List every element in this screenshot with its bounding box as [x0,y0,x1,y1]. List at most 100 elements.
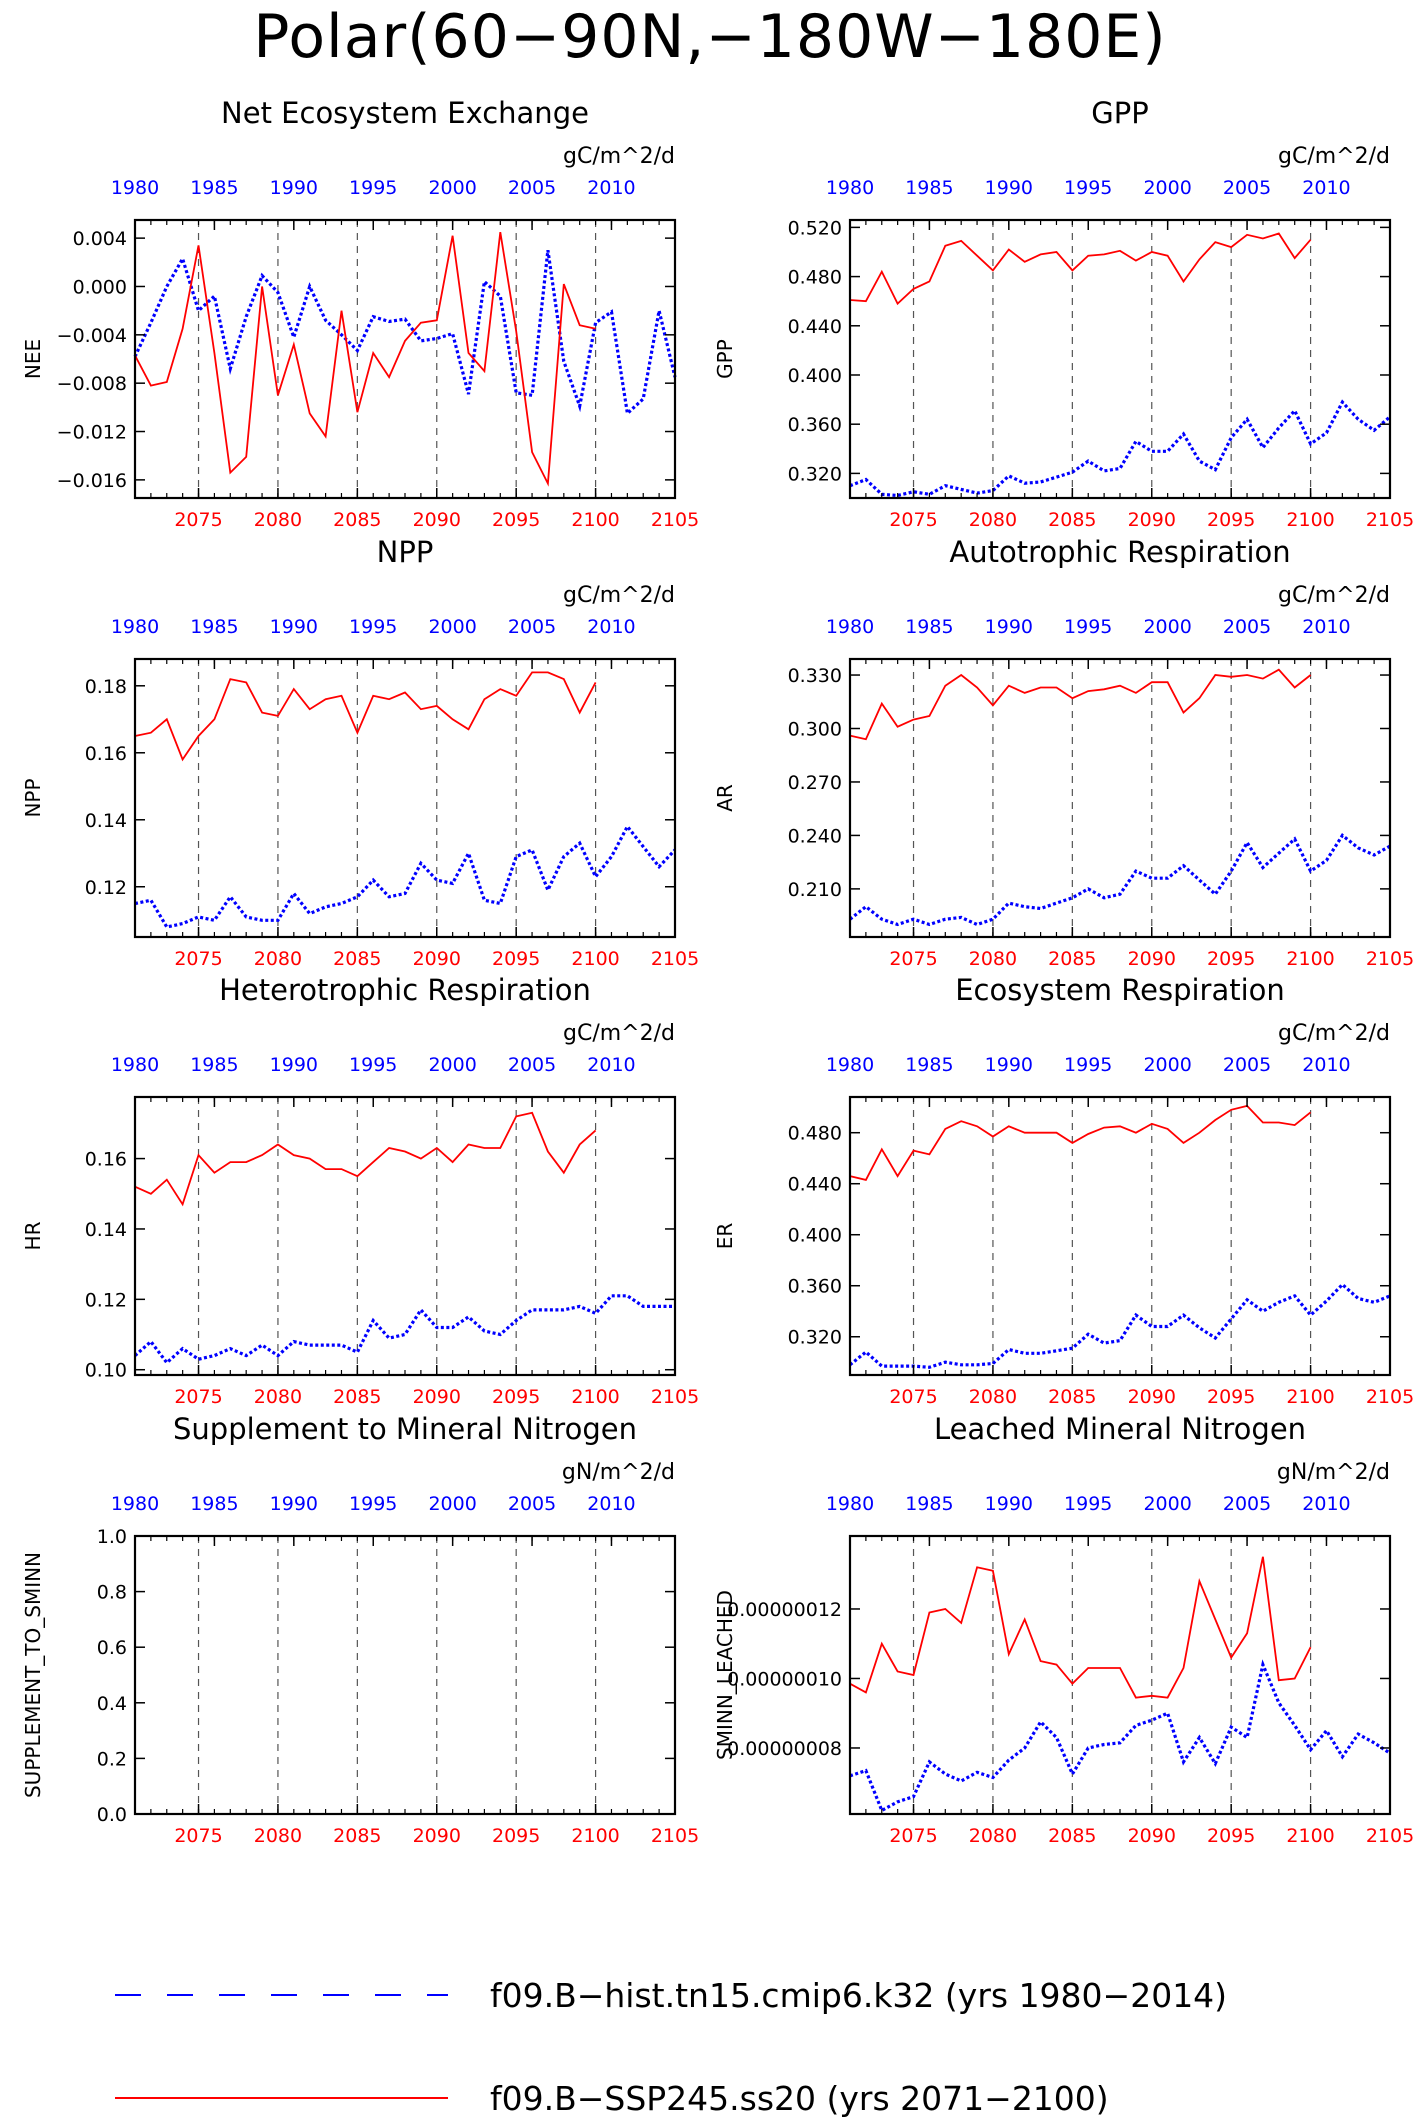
top-tick-label: 1985 [190,177,238,199]
top-tick-label: 1995 [1064,1493,1112,1515]
plot-frame [848,1534,1392,1816]
y-tick-label: 0.2 [97,1748,127,1770]
series-line-ssp [849,668,1312,741]
bottom-tick-label: 2080 [254,1825,302,1847]
bottom-tick-label: 2090 [1128,1386,1176,1408]
units-label: gC/m^2/d [1278,1021,1390,1046]
top-tick-label: 1985 [190,616,238,638]
top-tick-label: 1995 [349,1493,397,1515]
bottom-tick-label: 2095 [492,1825,540,1847]
bottom-tick-label: 2100 [1286,948,1334,970]
y-tick-label: 0.320 [788,1327,842,1349]
series-line-hist [849,399,1392,498]
bottom-tick-label: 2075 [174,948,222,970]
bottom-tick-label: 2090 [1128,1825,1176,1847]
y-tick-label: 0.14 [85,1219,127,1241]
bottom-tick-label: 2085 [1048,509,1096,531]
y-tick-label: 0.4 [97,1693,127,1715]
top-tick-label: 1980 [826,177,874,199]
bottom-tick-label: 2095 [1207,948,1255,970]
bottom-tick-label: 2090 [1128,509,1176,531]
y-tick-label: −0.016 [57,470,127,492]
chart-panel-0: Net Ecosystem Exchange gC/m^2/d 1980 1985 19… [21,96,699,531]
top-tick-label: 2000 [1143,1054,1191,1076]
bottom-tick-label: 2100 [1286,1386,1334,1408]
plot-frame [133,1095,677,1377]
top-tick-label: 1985 [190,1054,238,1076]
top-tick-label: 1985 [190,1493,238,1515]
bottom-tick-label: 2105 [651,948,699,970]
bottom-tick-label: 2105 [651,1825,699,1847]
bottom-tick-label: 2075 [174,509,222,531]
y-axis-label: SMINN_LEACHED [713,1590,737,1760]
units-label: gC/m^2/d [563,1021,675,1046]
y-tick-label: 0.300 [788,719,842,741]
bottom-tick-label: 2100 [571,948,619,970]
bottom-tick-label: 2090 [1128,948,1176,970]
plot-frame [848,218,1392,500]
bottom-tick-label: 2090 [413,1825,461,1847]
top-tick-label: 2010 [587,616,635,638]
series-line-ssp [849,232,1312,306]
units-label: gN/m^2/d [1277,1460,1390,1485]
y-axis-label: SUPPLEMENT_TO_SMINN [21,1552,45,1798]
series-line-hist [848,1282,1391,1369]
panel-title: Autotrophic Respiration [949,535,1290,569]
plot-frame [848,1095,1392,1377]
y-tick-label: 0.00000012 [727,1599,842,1621]
y-axis-label: AR [713,784,737,812]
top-tick-label: 1990 [985,616,1033,638]
bottom-tick-label: 2100 [571,509,619,531]
top-tick-label: 1985 [905,1054,953,1076]
y-axis-label: ER [713,1223,737,1250]
top-tick-label: 2005 [1223,177,1271,199]
y-tick-label: 0.480 [788,1123,842,1145]
top-tick-label: 1995 [1064,177,1112,199]
top-tick-label: 1995 [349,1054,397,1076]
bottom-tick-label: 2100 [1286,1825,1334,1847]
units-label: gC/m^2/d [563,583,675,608]
top-tick-label: 1980 [111,616,159,638]
top-tick-label: 1980 [111,1493,159,1515]
bottom-tick-label: 2075 [889,509,937,531]
top-tick-label: 2000 [428,1493,476,1515]
bottom-tick-label: 2095 [492,509,540,531]
top-tick-label: 1990 [985,1054,1033,1076]
top-tick-label: 2010 [1302,616,1350,638]
top-tick-label: 1990 [985,177,1033,199]
bottom-tick-label: 2090 [413,948,461,970]
chart-panel-1: GPP gC/m^2/d 1980 1985 1990 1995 2000 2005 2010 2… [713,96,1414,531]
bottom-tick-label: 2080 [254,509,302,531]
panel-title: Supplement to Mineral Nitrogen [173,1412,637,1446]
y-tick-label: 0.00000008 [727,1738,842,1760]
top-tick-label: 1995 [1064,1054,1112,1076]
top-tick-label: 1985 [905,1493,953,1515]
panel-title: Heterotrophic Respiration [219,973,591,1007]
bottom-tick-label: 2105 [1366,1386,1414,1408]
bottom-tick-label: 2095 [492,948,540,970]
bottom-tick-label: 2080 [969,948,1017,970]
top-tick-label: 2005 [1223,1493,1271,1515]
top-tick-label: 2005 [508,1493,556,1515]
bottom-tick-label: 2105 [651,1386,699,1408]
bottom-tick-label: 2085 [333,1386,381,1408]
top-tick-label: 2000 [428,177,476,199]
top-tick-label: 1990 [270,177,318,199]
y-axis-label: HR [21,1221,45,1250]
y-tick-label: 0.8 [97,1582,127,1604]
chart-panel-6: Supplement to Mineral Nitrogen gN/m^2/d 19… [21,1412,699,1847]
top-tick-label: 2005 [1223,1054,1271,1076]
legend-label-ssp: f09.B−SSP245.ss20 (yrs 2071−2100) [490,2079,1109,2118]
panel-title: GPP [1091,96,1148,130]
top-tick-label: 2010 [587,177,635,199]
bottom-tick-label: 2100 [571,1825,619,1847]
top-tick-label: 2000 [428,1054,476,1076]
top-tick-label: 1980 [826,616,874,638]
top-tick-label: 1995 [349,616,397,638]
bottom-tick-label: 2080 [254,948,302,970]
panel-title: Net Ecosystem Exchange [221,96,589,130]
y-tick-label: 0.000 [73,276,127,298]
bottom-tick-label: 2105 [1366,1825,1414,1847]
y-tick-label: 0.440 [788,316,842,338]
bottom-tick-label: 2100 [1286,509,1334,531]
